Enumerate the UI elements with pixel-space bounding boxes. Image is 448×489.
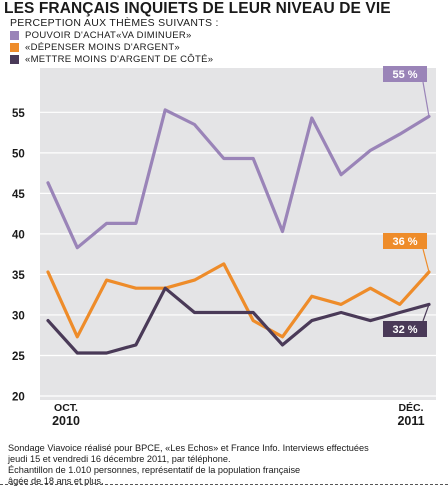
y-tick-label: 55 bbox=[12, 108, 25, 120]
legend-label: «METTRE MOINS D'ARGENT DE CÔTÉ» bbox=[25, 54, 214, 65]
legend-item-pouvoir-achat: POUVOIR D'ACHAT«VA DIMINUER» bbox=[10, 30, 192, 41]
chart-subtitle: PERCEPTION AUX THÈMES SUIVANTS : bbox=[10, 17, 219, 29]
x-tick-label: OCT. bbox=[54, 402, 78, 414]
source-line: Sondage Viavoice réalisé pour BPCE, «Les… bbox=[8, 443, 369, 453]
source-line: Échantillon de 1.010 personnes, représen… bbox=[8, 465, 301, 475]
callout-box bbox=[383, 66, 427, 82]
y-tick-label: 30 bbox=[12, 310, 25, 322]
callout-pointer bbox=[422, 304, 430, 322]
bottom-divider bbox=[0, 484, 448, 485]
legend-label: «DÉPENSER MOINS D'ARGENT» bbox=[25, 42, 181, 53]
x-tick-label: DÉC. bbox=[398, 401, 423, 414]
legend-swatch-purple bbox=[10, 31, 19, 40]
callout-box bbox=[383, 233, 427, 249]
legend-item-depenser-moins: «DÉPENSER MOINS D'ARGENT» bbox=[10, 42, 180, 53]
end-value-callout: 55 % bbox=[383, 66, 430, 117]
y-tick-label: 50 bbox=[12, 148, 25, 160]
legend-swatch-orange bbox=[10, 43, 19, 52]
x-tick-label: 2010 bbox=[52, 414, 80, 428]
legend-item-mettre-moins: «METTRE MOINS D'ARGENT DE CÔTÉ» bbox=[10, 54, 213, 65]
legend-label: POUVOIR D'ACHAT«VA DIMINUER» bbox=[25, 30, 192, 41]
x-tick-label: 2011 bbox=[397, 414, 424, 428]
callout-box bbox=[383, 321, 427, 337]
source-note: Sondage Viavoice réalisé pour BPCE, «Les… bbox=[8, 443, 444, 487]
source-line: jeudi 15 et vendredi 16 décembre 2011, p… bbox=[8, 454, 231, 464]
series-line-mettre-moins bbox=[46, 286, 431, 355]
data-label: 36 % bbox=[392, 236, 417, 248]
end-value-callout: 36 % bbox=[383, 233, 430, 273]
source-line: âgée de 18 ans et plus. bbox=[8, 476, 104, 486]
y-tick-label: 45 bbox=[12, 189, 25, 201]
end-value-callout: 32 % bbox=[383, 304, 430, 337]
legend-swatch-dark bbox=[10, 55, 19, 64]
y-tick-label: 40 bbox=[12, 229, 25, 241]
series-line-pouvoir-achat bbox=[46, 108, 431, 250]
chart-title: LES FRANÇAIS INQUIETS DE LEUR NIVEAU DE … bbox=[4, 0, 391, 17]
y-tick-label: 35 bbox=[12, 270, 25, 282]
callout-pointer bbox=[422, 248, 430, 273]
data-label: 32 % bbox=[392, 324, 417, 336]
y-tick-label: 20 bbox=[12, 392, 25, 404]
series-line-depenser-moins bbox=[46, 262, 431, 339]
y-tick-label: 25 bbox=[12, 351, 25, 363]
data-label: 55 % bbox=[392, 69, 417, 81]
line-chart: 20 25 30 35 40 45 50 55 OCT.2010 DÉC.2011 55 % 36… bbox=[12, 66, 436, 428]
callout-pointer bbox=[422, 81, 430, 117]
